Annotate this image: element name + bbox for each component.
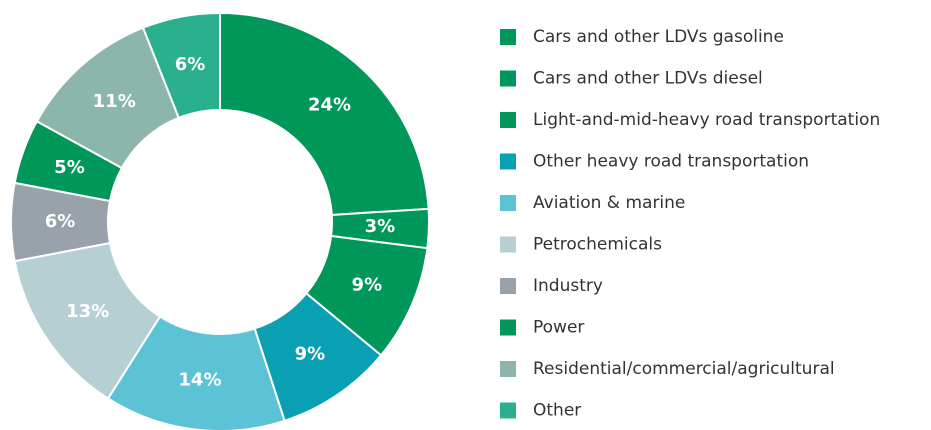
slice-label: 5% [54,157,85,178]
legend-label: Residential/commercial/agricultural [533,359,835,379]
legend-label: Aviation & marine [533,193,685,213]
slice-label: 11% [93,91,136,112]
legend-swatch [500,70,516,87]
legend-swatch [500,153,516,170]
legend-label: Cars and other LDVs diesel [533,69,763,89]
legend-swatch [500,236,516,253]
legend-label: Other heavy road transportation [533,152,809,172]
slice-label: 14% [178,370,221,391]
slice-label: 9% [295,343,326,364]
legend-label: Industry [533,276,603,296]
slice-label: 6% [175,54,206,75]
slice-label: 3% [365,216,396,237]
legend-label: Other [533,401,581,421]
legend-swatch [500,278,516,294]
legend-swatch [500,361,516,377]
legend-swatch [500,319,516,336]
legend-label: Power [533,318,584,338]
legend-label: Light-and-mid-heavy road transportation [533,110,880,130]
legend-label: Cars and other LDVs gasoline [533,27,784,47]
slice-label: 9% [352,275,383,296]
slice-label: 6% [45,211,76,232]
legend-swatch [500,112,516,128]
slice-label: 13% [66,301,109,322]
slice-label: 24% [308,94,351,115]
slice [219,11,430,217]
legend-swatch [500,29,516,45]
slice [141,11,221,120]
legend-swatch [500,402,516,419]
legend-swatch [500,195,516,211]
legend-label: Petrochemicals [533,235,662,255]
